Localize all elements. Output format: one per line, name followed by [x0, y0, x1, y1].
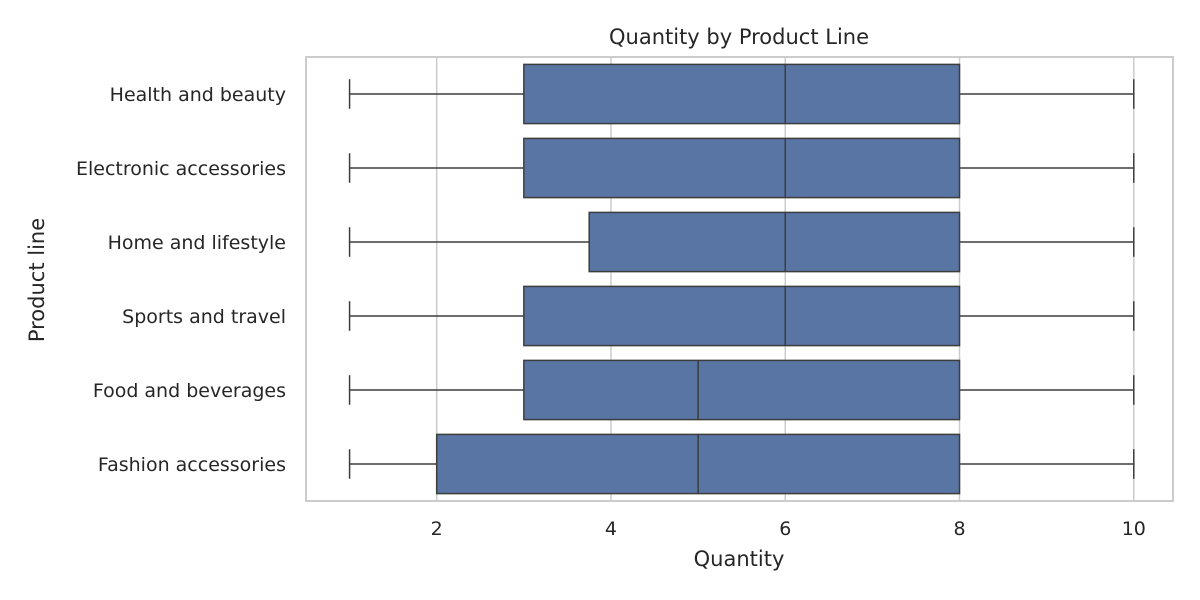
x-axis-label: Quantity [694, 547, 785, 571]
y-category-label: Home and lifestyle [108, 232, 286, 254]
y-axis-label: Product line [25, 218, 49, 342]
x-tick-label: 10 [1122, 518, 1146, 540]
y-category-label: Health and beauty [110, 84, 286, 106]
box-2 [348, 211, 1135, 273]
gridlines [435, 57, 1135, 501]
x-tick-label: 4 [605, 518, 617, 540]
x-tick-label: 8 [953, 518, 965, 540]
box-3 [348, 285, 1135, 347]
box-1 [348, 137, 1135, 199]
iqr-box [588, 211, 961, 273]
y-category-labels: Health and beauty Electronic accessories H… [76, 84, 286, 476]
y-category-label: Sports and travel [122, 306, 286, 328]
plot-area-frame [305, 56, 1174, 502]
x-tick-label: 2 [431, 518, 443, 540]
y-category-label: Food and beverages [93, 380, 286, 402]
iqr-box [523, 63, 961, 125]
box-0 [348, 63, 1135, 125]
box-5 [348, 433, 1135, 495]
iqr-box [523, 359, 961, 421]
chart-title: Quantity by Product Line [609, 25, 869, 49]
y-category-label: Electronic accessories [76, 158, 286, 180]
y-category-label: Fashion accessories [98, 454, 286, 476]
box-4 [348, 359, 1135, 421]
iqr-box [523, 137, 961, 199]
iqr-box [523, 285, 961, 347]
boxes [348, 63, 1135, 495]
x-tick-labels: 2 4 6 8 10 [431, 518, 1146, 540]
x-tick-label: 6 [779, 518, 791, 540]
